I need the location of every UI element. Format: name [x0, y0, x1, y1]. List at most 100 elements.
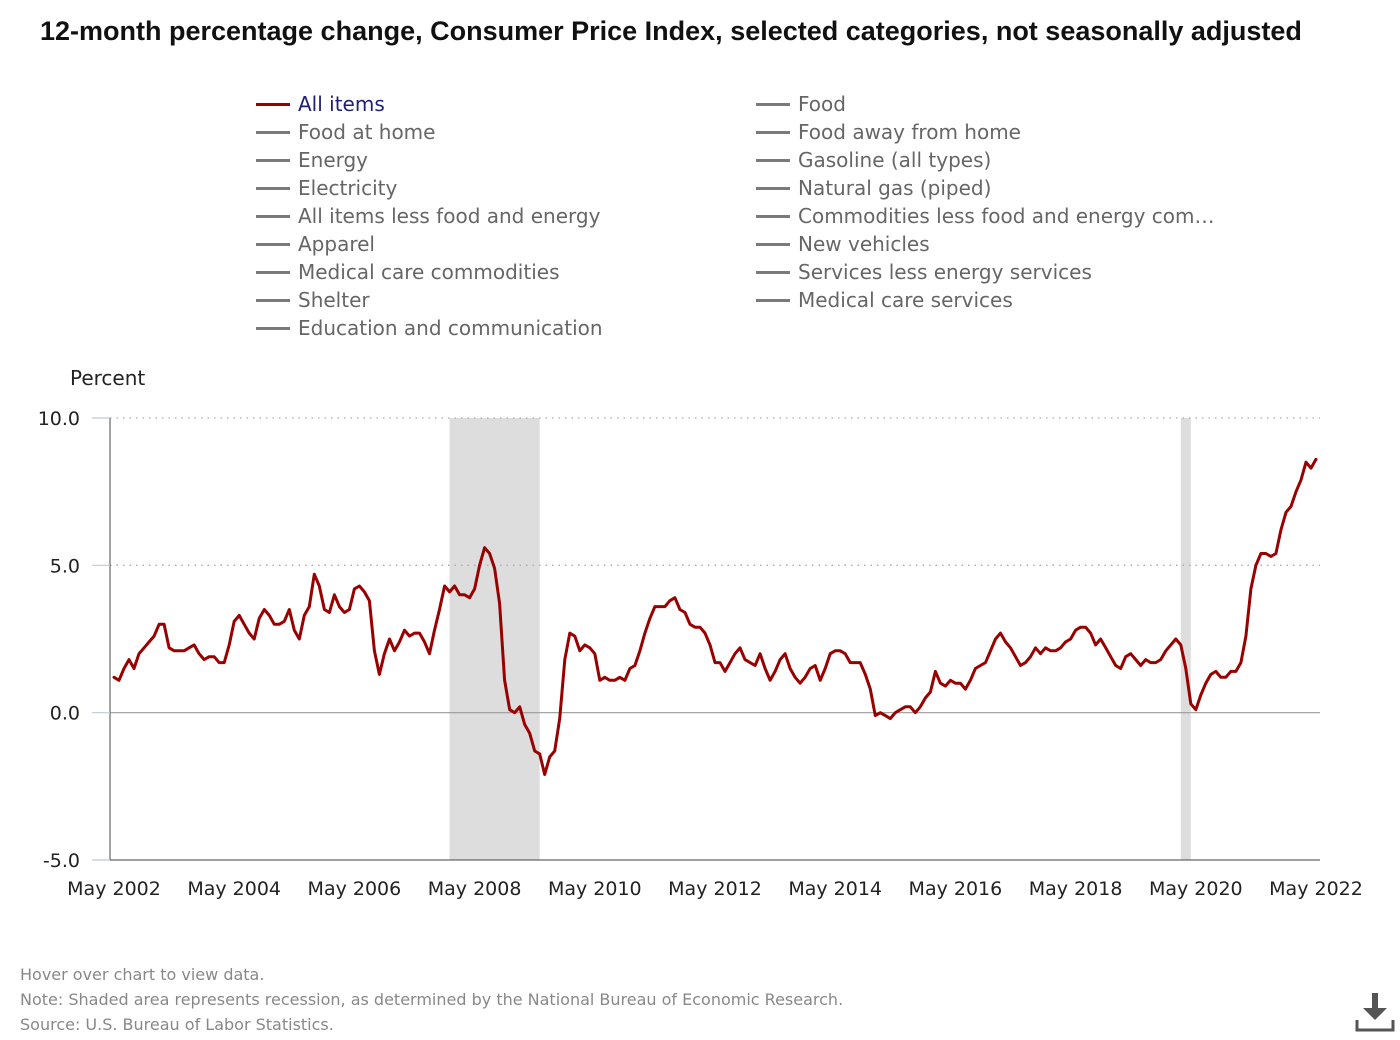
data-point[interactable] — [284, 605, 294, 615]
data-point[interactable] — [645, 613, 655, 623]
data-point[interactable] — [640, 628, 650, 638]
data-point[interactable] — [590, 649, 600, 659]
data-point[interactable] — [540, 770, 550, 780]
data-point[interactable] — [149, 631, 159, 641]
data-point[interactable] — [1286, 501, 1296, 511]
data-point[interactable] — [1306, 463, 1316, 473]
data-point[interactable] — [394, 637, 404, 647]
data-point[interactable] — [389, 646, 399, 656]
data-point[interactable] — [1156, 655, 1166, 665]
data-point[interactable] — [329, 590, 339, 600]
data-point[interactable] — [189, 640, 199, 650]
data-point[interactable] — [294, 634, 304, 644]
data-point[interactable] — [1005, 643, 1015, 653]
data-point[interactable] — [770, 666, 780, 676]
data-point[interactable] — [264, 610, 274, 620]
data-point[interactable] — [985, 646, 995, 656]
data-point[interactable] — [1246, 584, 1256, 594]
data-point[interactable] — [1181, 663, 1191, 673]
data-point[interactable] — [515, 702, 525, 712]
legend-item[interactable]: Shelter — [256, 286, 370, 314]
data-point[interactable] — [159, 619, 169, 629]
data-point[interactable] — [550, 746, 560, 756]
data-point[interactable] — [374, 669, 384, 679]
data-point[interactable] — [1231, 666, 1241, 676]
legend-item[interactable]: Services less energy services — [756, 258, 1092, 286]
data-point[interactable] — [755, 649, 765, 659]
data-point[interactable] — [980, 658, 990, 668]
data-point[interactable] — [720, 666, 730, 676]
data-point[interactable] — [780, 649, 790, 659]
data-point[interactable] — [810, 661, 820, 671]
legend-item[interactable]: All items — [256, 90, 385, 118]
data-point[interactable] — [670, 593, 680, 603]
data-point[interactable] — [535, 749, 545, 759]
data-point[interactable] — [765, 675, 775, 685]
data-point[interactable] — [1096, 634, 1106, 644]
data-point[interactable] — [815, 675, 825, 685]
data-point[interactable] — [960, 684, 970, 694]
data-point[interactable] — [224, 640, 234, 650]
download-icon[interactable] — [1352, 990, 1396, 1034]
data-point[interactable] — [820, 663, 830, 673]
data-point[interactable] — [915, 702, 925, 712]
data-point[interactable] — [384, 634, 394, 644]
legend-item[interactable]: Commodities less food and energy com… — [756, 202, 1215, 230]
data-point[interactable] — [219, 658, 229, 668]
data-point[interactable] — [785, 663, 795, 673]
legend-item[interactable]: Medical care commodities — [256, 258, 559, 286]
data-point[interactable] — [1086, 628, 1096, 638]
data-point[interactable] — [1176, 640, 1186, 650]
data-point[interactable] — [124, 655, 134, 665]
data-point[interactable] — [299, 610, 309, 620]
data-point[interactable] — [930, 666, 940, 676]
data-point[interactable] — [470, 584, 480, 594]
data-point[interactable] — [475, 560, 485, 570]
data-point[interactable] — [855, 658, 865, 668]
data-point[interactable] — [254, 613, 264, 623]
data-point[interactable] — [520, 719, 530, 729]
legend-item[interactable]: New vehicles — [756, 230, 930, 258]
data-point[interactable] — [1276, 525, 1286, 535]
data-point[interactable] — [725, 658, 735, 668]
data-point[interactable] — [630, 661, 640, 671]
data-point[interactable] — [309, 569, 319, 579]
data-point[interactable] — [1296, 475, 1306, 485]
series-line[interactable] — [112, 457, 1318, 776]
legend-item[interactable]: Apparel — [256, 230, 375, 258]
data-point[interactable] — [860, 669, 870, 679]
data-point[interactable] — [344, 605, 354, 615]
data-point[interactable] — [239, 619, 249, 629]
data-point[interactable] — [304, 602, 314, 612]
data-point[interactable] — [425, 649, 435, 659]
data-point[interactable] — [490, 563, 500, 573]
data-point[interactable] — [279, 616, 289, 626]
data-point[interactable] — [620, 675, 630, 685]
data-point[interactable] — [119, 663, 129, 673]
legend-item[interactable]: Gasoline (all types) — [756, 146, 991, 174]
legend-item[interactable]: Food away from home — [756, 118, 1021, 146]
data-point[interactable] — [800, 672, 810, 682]
chart-area[interactable]: -5.0 0.0 5.0 10.0 May 2002 May 2004 May 2006 Ma… — [0, 0, 1400, 920]
data-point[interactable] — [1191, 705, 1201, 715]
data-point[interactable] — [525, 728, 535, 738]
data-point[interactable] — [435, 605, 445, 615]
legend-item[interactable]: Electricity — [256, 174, 397, 202]
data-point[interactable] — [465, 593, 475, 603]
data-point[interactable] — [635, 646, 645, 656]
legend-item[interactable]: Food — [756, 90, 846, 118]
data-point[interactable] — [1291, 487, 1301, 497]
data-point[interactable] — [1116, 663, 1126, 673]
data-point[interactable] — [415, 628, 425, 638]
data-point[interactable] — [114, 675, 124, 685]
data-point[interactable] — [420, 637, 430, 647]
legend-item[interactable]: Food at home — [256, 118, 435, 146]
legend-item[interactable]: Medical care services — [756, 286, 1013, 314]
data-point[interactable] — [750, 661, 760, 671]
legend-item[interactable]: Natural gas (piped) — [756, 174, 991, 202]
data-point[interactable] — [735, 643, 745, 653]
data-point[interactable] — [570, 631, 580, 641]
data-point[interactable] — [995, 628, 1005, 638]
data-point[interactable] — [705, 640, 715, 650]
legend-item[interactable]: Education and communication — [256, 314, 603, 342]
